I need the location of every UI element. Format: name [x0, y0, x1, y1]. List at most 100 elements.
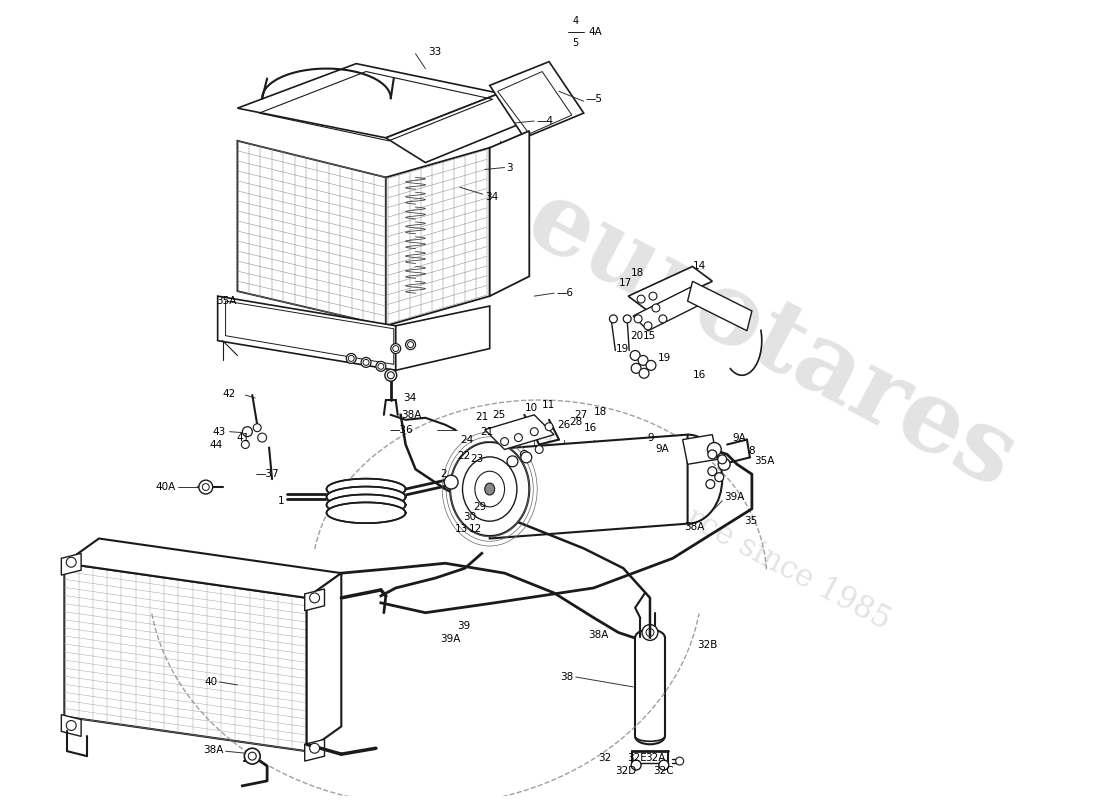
Text: 5: 5 [573, 38, 579, 48]
Polygon shape [64, 538, 341, 598]
Circle shape [652, 304, 660, 312]
Polygon shape [490, 434, 688, 538]
Text: 38A: 38A [588, 630, 609, 641]
Text: —36: —36 [389, 425, 414, 434]
Text: —4: —4 [536, 116, 553, 126]
Text: 32C: 32C [653, 766, 673, 776]
Circle shape [708, 466, 717, 476]
Circle shape [66, 721, 76, 730]
Circle shape [646, 629, 653, 637]
Circle shape [202, 483, 209, 490]
Text: 19: 19 [658, 354, 671, 363]
Text: 40A: 40A [156, 482, 176, 492]
Polygon shape [386, 94, 535, 162]
Circle shape [253, 424, 261, 432]
Text: 44: 44 [209, 439, 222, 450]
Circle shape [199, 480, 212, 494]
Circle shape [715, 473, 724, 482]
Text: 32: 32 [598, 753, 612, 763]
Circle shape [718, 458, 730, 470]
Text: 23: 23 [470, 454, 483, 464]
Circle shape [642, 625, 658, 641]
Circle shape [515, 434, 522, 442]
Ellipse shape [485, 483, 495, 495]
Circle shape [521, 452, 531, 463]
Polygon shape [305, 589, 324, 610]
Polygon shape [628, 266, 713, 311]
Circle shape [310, 743, 320, 753]
Text: 1: 1 [278, 496, 285, 506]
Circle shape [649, 292, 657, 300]
Circle shape [630, 350, 640, 361]
Polygon shape [327, 494, 406, 515]
Text: 9A: 9A [733, 433, 746, 442]
Polygon shape [688, 282, 752, 330]
Ellipse shape [475, 471, 505, 507]
Circle shape [718, 455, 727, 464]
Text: 29: 29 [473, 502, 486, 512]
Text: 16: 16 [584, 422, 597, 433]
Circle shape [530, 428, 538, 436]
Text: 8: 8 [748, 446, 755, 457]
Polygon shape [683, 434, 717, 464]
Text: 22: 22 [458, 451, 471, 462]
Circle shape [500, 438, 508, 446]
Polygon shape [218, 296, 396, 370]
Text: 40: 40 [205, 677, 218, 687]
Circle shape [675, 757, 683, 765]
Text: 38: 38 [561, 672, 574, 682]
Polygon shape [307, 573, 341, 751]
Text: 10: 10 [525, 403, 538, 413]
Polygon shape [485, 415, 554, 450]
Circle shape [257, 433, 266, 442]
Polygon shape [305, 739, 324, 761]
Circle shape [363, 359, 368, 366]
Circle shape [609, 315, 617, 323]
Circle shape [546, 422, 553, 430]
Text: 38A: 38A [400, 410, 421, 420]
Circle shape [244, 748, 261, 764]
Text: 9A: 9A [654, 445, 669, 454]
Circle shape [376, 362, 386, 371]
Text: a parts source since 1985: a parts source since 1985 [529, 422, 895, 636]
Text: 39A: 39A [724, 492, 745, 502]
Text: 25: 25 [493, 410, 506, 420]
Circle shape [638, 355, 648, 366]
Text: 2: 2 [440, 469, 447, 479]
Text: 41: 41 [236, 433, 250, 442]
Text: 30: 30 [463, 512, 476, 522]
Circle shape [631, 363, 641, 374]
Polygon shape [62, 714, 81, 736]
Circle shape [385, 370, 397, 382]
Text: 39: 39 [456, 621, 470, 630]
Circle shape [646, 361, 656, 370]
Text: 24: 24 [460, 434, 473, 445]
Text: eurotares: eurotares [510, 171, 1033, 510]
Text: 4: 4 [573, 16, 579, 26]
Text: 16: 16 [693, 370, 706, 380]
Text: 32D: 32D [615, 766, 636, 776]
Text: —5: —5 [585, 94, 603, 104]
Circle shape [242, 426, 252, 437]
Text: 32E: 32E [627, 753, 647, 763]
Circle shape [635, 315, 642, 323]
Circle shape [659, 315, 667, 323]
Circle shape [361, 358, 371, 367]
Circle shape [707, 442, 722, 456]
Text: 35A: 35A [216, 296, 236, 306]
Circle shape [408, 342, 414, 347]
Text: 33: 33 [428, 46, 441, 57]
Polygon shape [327, 502, 406, 523]
Polygon shape [64, 563, 307, 751]
Text: 32B: 32B [697, 640, 718, 650]
Circle shape [346, 354, 356, 363]
Text: 43: 43 [212, 426, 226, 437]
Ellipse shape [450, 442, 529, 536]
Text: 26: 26 [557, 420, 570, 430]
Polygon shape [238, 64, 499, 138]
Ellipse shape [462, 457, 517, 521]
Text: 32A: 32A [645, 753, 665, 763]
Text: 21: 21 [480, 426, 493, 437]
Text: 20: 20 [630, 330, 644, 341]
Circle shape [708, 450, 717, 459]
